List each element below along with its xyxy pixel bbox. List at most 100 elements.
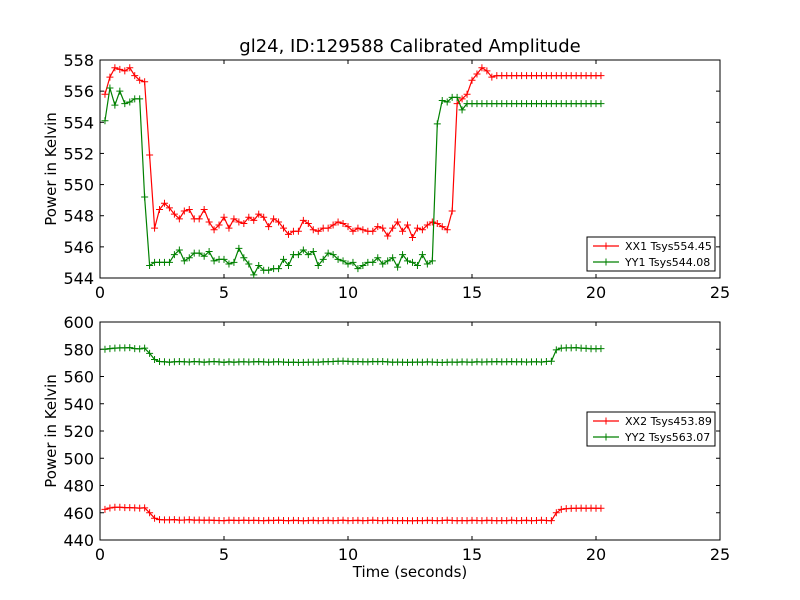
data-point — [210, 257, 218, 265]
data-point — [468, 76, 476, 84]
data-point — [175, 246, 183, 254]
data-point — [151, 224, 159, 232]
data-point — [413, 224, 421, 232]
data-point — [453, 93, 461, 101]
data-point — [255, 262, 263, 270]
data-point — [354, 224, 362, 232]
data-point — [165, 204, 173, 212]
data-point — [423, 260, 431, 268]
y-tick-label: 548 — [63, 207, 94, 226]
data-point — [200, 205, 208, 213]
data-point — [205, 218, 213, 226]
data-point — [597, 504, 605, 512]
data-point — [210, 226, 218, 234]
x-tick-label: 5 — [219, 545, 229, 564]
y-tick-label: 460 — [63, 504, 94, 523]
y-tick-label: 600 — [63, 313, 94, 332]
data-point — [185, 358, 193, 366]
data-point — [106, 504, 114, 512]
data-point — [270, 215, 278, 223]
y-tick-label: 480 — [63, 477, 94, 496]
x-tick-label: 15 — [462, 283, 482, 302]
data-point — [428, 218, 436, 226]
data-point — [136, 345, 144, 353]
data-point — [220, 358, 228, 366]
data-point — [299, 216, 307, 224]
data-point — [404, 221, 412, 229]
data-point — [106, 84, 114, 92]
data-point — [170, 516, 178, 524]
data-point — [141, 344, 149, 352]
data-point — [294, 227, 302, 235]
data-point — [230, 258, 238, 266]
data-point — [438, 223, 446, 231]
data-point — [156, 205, 164, 213]
y-tick-label: 556 — [63, 82, 94, 101]
data-point — [314, 262, 322, 270]
data-point — [379, 224, 387, 232]
data-point — [220, 213, 228, 221]
data-point — [433, 220, 441, 227]
legend-marker — [602, 242, 610, 250]
data-point — [294, 251, 302, 259]
x-tick-label: 25 — [710, 545, 730, 564]
top-chart-panel: 0 5 10 15 20 25 544 546 548 550 552 554 556 558 Power … — [42, 51, 730, 302]
data-point — [339, 220, 347, 227]
y-axis-label: Power in Kelvin — [42, 374, 60, 488]
data-point — [552, 346, 560, 354]
data-point — [136, 76, 144, 84]
data-point — [101, 117, 109, 125]
x-tick-label: 15 — [462, 545, 482, 564]
x-tick-label: 0 — [95, 283, 105, 302]
data-point — [557, 505, 565, 513]
data-point — [141, 504, 149, 512]
legend-label: YY1 Tsys544.08 — [624, 256, 710, 269]
figure-title: gl24, ID:129588 Calibrated Amplitude — [239, 36, 580, 57]
data-point — [195, 249, 203, 257]
data-point — [463, 90, 471, 98]
data-point — [275, 265, 283, 273]
data-point — [180, 207, 188, 215]
data-point — [116, 65, 124, 73]
data-point — [309, 226, 317, 234]
data-point — [572, 344, 580, 352]
data-point — [394, 263, 402, 271]
data-point — [185, 254, 193, 262]
data-point — [225, 224, 233, 232]
y-tick-label: 552 — [63, 144, 94, 163]
data-point — [552, 509, 560, 517]
x-tick-label: 0 — [95, 545, 105, 564]
data-point — [151, 514, 159, 522]
data-point — [488, 73, 496, 81]
data-point — [230, 215, 238, 223]
y-tick-label: 560 — [63, 368, 94, 387]
data-point — [433, 120, 441, 128]
data-point — [250, 216, 258, 224]
y-tick-label: 580 — [63, 340, 94, 359]
data-point — [235, 218, 243, 226]
data-point — [195, 215, 203, 223]
data-point — [151, 355, 159, 363]
legend-marker — [602, 417, 610, 425]
data-point — [284, 262, 292, 270]
data-point — [255, 210, 263, 218]
data-point — [448, 207, 456, 215]
y-tick-label: 520 — [63, 422, 94, 441]
data-point — [275, 218, 283, 226]
data-point — [389, 254, 397, 262]
data-point — [116, 87, 124, 95]
data-point — [334, 255, 342, 263]
data-point — [240, 254, 248, 262]
data-point — [111, 64, 119, 72]
data-point — [597, 72, 605, 80]
data-point — [131, 72, 139, 80]
legend-marker — [602, 258, 610, 266]
y-tick-label: 554 — [63, 113, 94, 132]
data-point — [339, 257, 347, 265]
data-point — [101, 90, 109, 98]
data-point — [304, 251, 312, 259]
data-point — [404, 257, 412, 265]
data-point — [324, 249, 332, 257]
data-point — [408, 258, 416, 266]
data-point — [329, 251, 337, 259]
